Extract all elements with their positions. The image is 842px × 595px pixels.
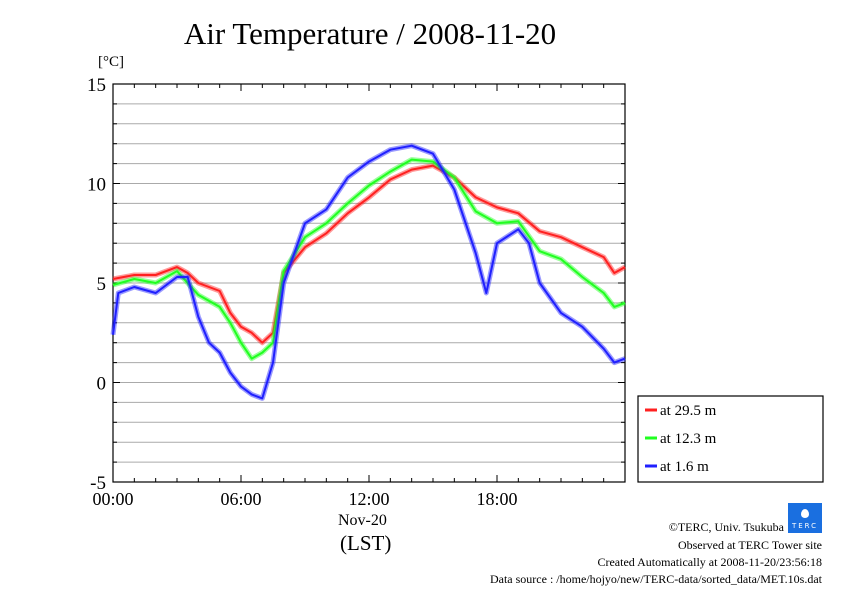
terc-logo: TERC xyxy=(788,503,822,533)
x-tick-label: 12:00 xyxy=(348,489,389,509)
x-tick-label: 06:00 xyxy=(220,489,261,509)
water-drop-icon xyxy=(801,509,809,518)
x-tick-label: 18:00 xyxy=(476,489,517,509)
y-axis-unit: [°C] xyxy=(98,54,124,70)
legend-box xyxy=(637,395,824,483)
series-line-1 xyxy=(112,158,626,360)
legend-label-0: at 29.5 m xyxy=(660,403,717,419)
site-note: Observed at TERC Tower site xyxy=(677,538,822,552)
y-tick-label: 5 xyxy=(97,274,107,295)
created-note: Created Automatically at 2008-11-20/23:5… xyxy=(597,555,822,569)
y-tick-label: 0 xyxy=(97,374,107,395)
y-tick-label: 10 xyxy=(87,175,106,196)
legend-label-1: at 12.3 m xyxy=(660,431,717,447)
chart-title: Air Temperature / 2008-11-20 xyxy=(183,16,557,51)
y-tick-label: -5 xyxy=(90,473,106,494)
copyright: ©TERC, Univ. Tsukuba xyxy=(668,520,784,534)
y-tick-label: 15 xyxy=(87,75,106,96)
series-line-0 xyxy=(112,164,626,344)
x-date-label: Nov-20 xyxy=(338,512,387,529)
data-source: Data source : /home/hojyo/new/TERC-data/… xyxy=(489,572,822,586)
legend-label-2: at 1.6 m xyxy=(660,459,709,475)
series-line-2 xyxy=(112,144,626,400)
logo-text: TERC xyxy=(791,522,819,530)
series-halo-1 xyxy=(112,157,626,362)
x-tick-label: 00:00 xyxy=(92,489,133,509)
x-axis-label: (LST) xyxy=(340,531,392,555)
